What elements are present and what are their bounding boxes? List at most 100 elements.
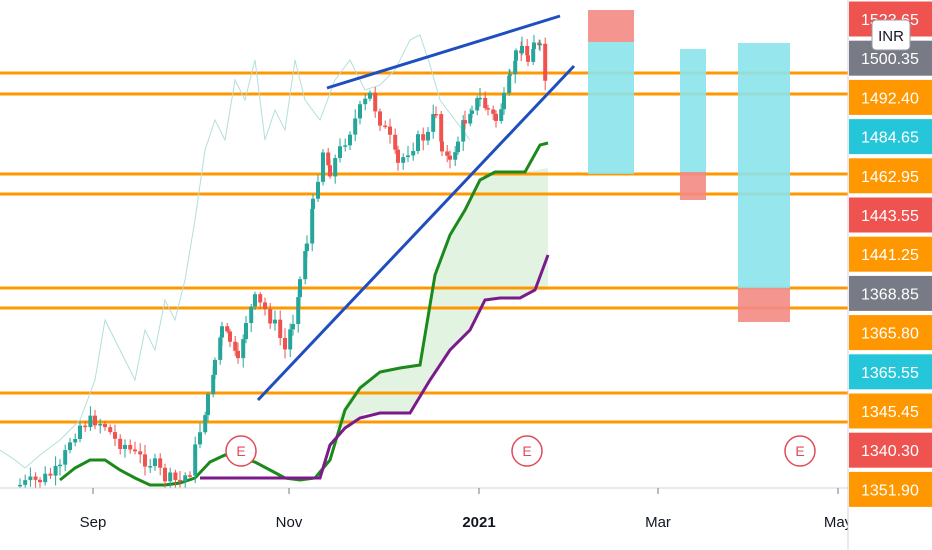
candle-body: [53, 465, 58, 476]
candle-body: [499, 109, 504, 121]
lower-trend-line[interactable]: [256, 64, 576, 402]
candle-body: [486, 108, 490, 110]
price-badge: 1462.95: [849, 158, 932, 194]
candle-body: [228, 331, 232, 342]
price-badge-bg: [849, 119, 932, 155]
candle-body: [88, 415, 93, 428]
currency-label-box: [871, 19, 911, 51]
candle-body: [368, 92, 372, 99]
candle-body: [491, 109, 496, 114]
position-box-3[interactable]: [738, 43, 790, 322]
candle-body: [253, 294, 257, 307]
candle-body: [198, 432, 202, 445]
time-axis[interactable]: Sep Nov 2021 Mar May: [0, 487, 853, 550]
candle-body: [507, 75, 512, 94]
price-badge-text: 1351.90: [861, 482, 919, 499]
candle-body: [123, 444, 127, 449]
stop-zone: [680, 172, 706, 200]
candlestick-series[interactable]: [18, 34, 548, 491]
earnings-marker[interactable]: E: [784, 435, 816, 467]
x-tick-label-nov: Nov: [276, 514, 303, 531]
candle-body: [193, 444, 198, 476]
candle-body: [445, 151, 450, 156]
stop-zone: [738, 288, 790, 322]
candle-body: [388, 126, 392, 135]
candle-body: [211, 374, 216, 395]
price-badge: 1368.85: [849, 275, 932, 311]
candle-body: [358, 104, 362, 119]
target-zone: [738, 43, 790, 290]
currency-label[interactable]: INR: [871, 19, 911, 51]
horizontal-levels: [0, 71, 848, 424]
candle-body: [353, 118, 358, 135]
candle-body: [93, 415, 97, 426]
price-badge-text: 1492.40: [861, 90, 919, 107]
candle-body: [138, 451, 143, 455]
plot-area[interactable]: [0, 0, 848, 488]
price-badge-bg: [849, 236, 932, 272]
candle-body: [373, 92, 378, 112]
earnings-circle: [784, 435, 816, 467]
upper-trend-line[interactable]: [326, 14, 561, 90]
candle-body: [173, 472, 178, 480]
price-badge: 1345.45: [849, 393, 932, 429]
candle-body: [38, 479, 42, 483]
candle-body: [520, 45, 524, 54]
price-badge: 1351.90: [849, 471, 932, 507]
candle-body: [108, 427, 113, 433]
price-badge-bg: [849, 158, 932, 194]
candle-body: [456, 141, 460, 153]
candle-body: [278, 319, 283, 338]
position-box-2[interactable]: [680, 49, 706, 200]
candle-body: [343, 145, 348, 147]
x-tick-label-sep: Sep: [80, 514, 107, 531]
earnings-circle: [511, 435, 543, 467]
candle-body: [48, 473, 53, 476]
candle-body: [133, 449, 137, 452]
candle-body: [305, 243, 309, 252]
earnings-label: E: [236, 443, 245, 459]
x-tick-label-mar: Mar: [645, 514, 671, 531]
candle-body: [103, 424, 107, 428]
candle-body: [268, 309, 273, 324]
candle-body: [18, 484, 22, 487]
lagging-span: [0, 34, 471, 469]
earnings-marker[interactable]: E: [225, 435, 257, 467]
candle-body: [513, 60, 518, 75]
price-badge: 1365.80: [849, 315, 932, 351]
position-box-1[interactable]: [588, 10, 634, 174]
candle-body: [178, 479, 182, 482]
candle-body: [263, 302, 267, 310]
candle-body: [321, 152, 325, 182]
candle-body: [461, 120, 466, 142]
price-badge-text: 1365.55: [861, 365, 919, 382]
candle-body: [291, 324, 295, 330]
candle-body: [168, 472, 173, 482]
candle-body: [128, 444, 133, 450]
price-badge-bg: [849, 275, 932, 311]
senkou-span-a: [59, 141, 549, 487]
price-badge-text: 1500.35: [861, 51, 919, 68]
price-badge-text: 1443.55: [861, 208, 919, 225]
candle-body: [531, 48, 536, 62]
candle-body: [244, 323, 248, 340]
candle-body: [68, 442, 72, 451]
candle-body: [23, 480, 28, 485]
price-scale[interactable]: 1523.651500.351492.401484.651462.951443.…: [847, 0, 932, 550]
candle-body: [148, 466, 153, 468]
price-badge-text: 1484.65: [861, 130, 919, 147]
candle-body: [113, 432, 117, 439]
price-badge-text: 1365.80: [861, 326, 919, 343]
earnings-marker[interactable]: E: [511, 435, 543, 467]
candle-body: [431, 113, 436, 132]
candle-body: [249, 306, 254, 324]
price-badge: 1365.55: [849, 354, 932, 390]
candle-body: [453, 152, 458, 160]
candle-body: [411, 151, 416, 156]
price-badge-text: 1368.85: [861, 286, 919, 303]
price-badge-bg: [849, 315, 932, 351]
price-badge-bg: [849, 197, 932, 233]
candle-body: [448, 155, 452, 160]
earnings-circle: [225, 435, 257, 467]
